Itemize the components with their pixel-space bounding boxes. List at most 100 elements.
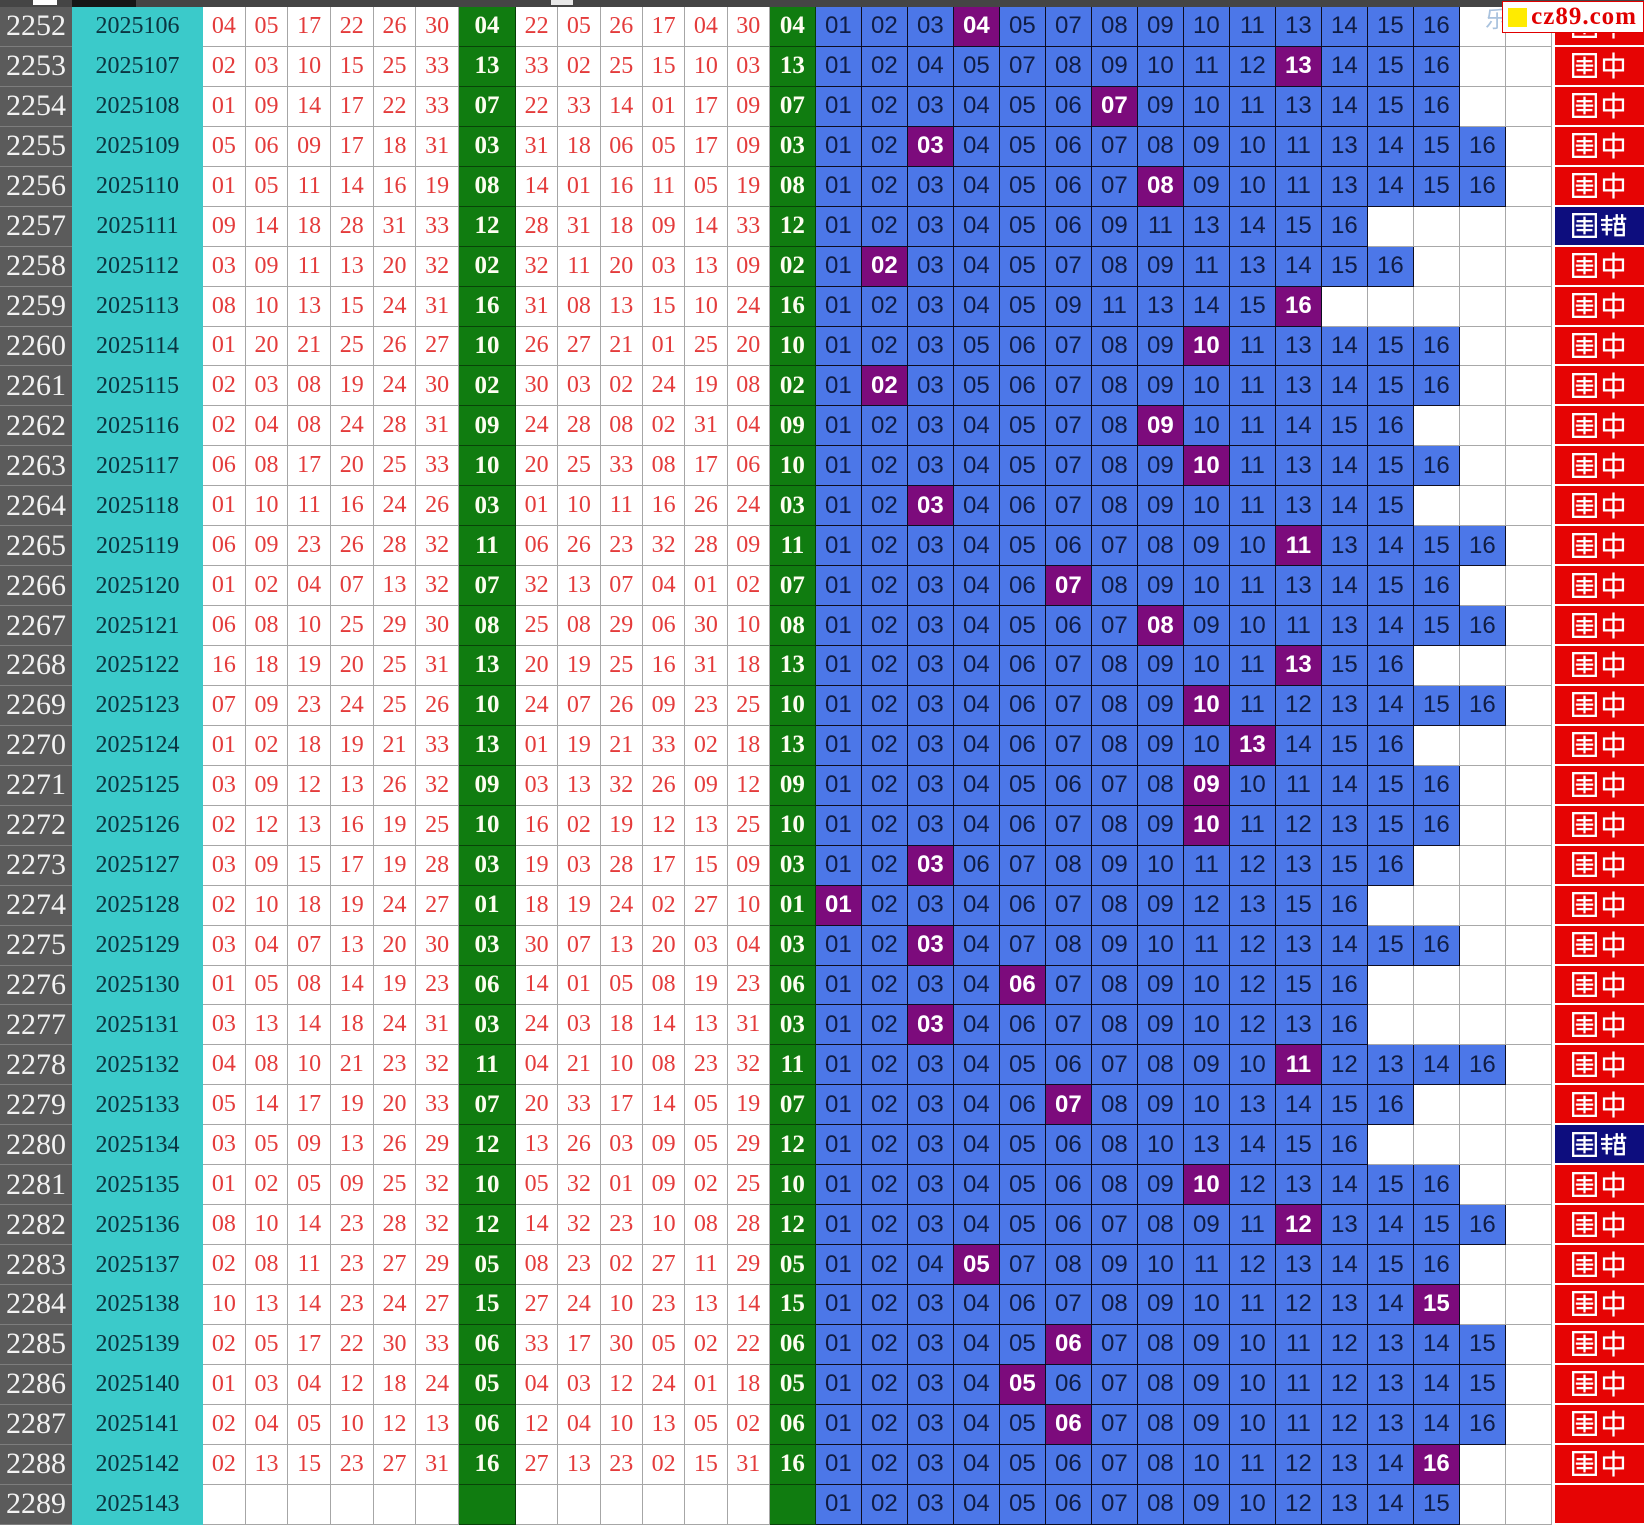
grid-empty-cell bbox=[1505, 725, 1552, 766]
red-ball-sorted: 29 bbox=[373, 606, 417, 646]
row-index: 2263 bbox=[0, 446, 72, 487]
grid-hit-cell: 03 bbox=[907, 925, 954, 966]
red-ball-drawn: 20 bbox=[600, 246, 643, 287]
grid-cell: 02 bbox=[861, 1484, 908, 1525]
grid-hit-cell: 09 bbox=[1137, 406, 1184, 447]
grid-empty-cell bbox=[1459, 765, 1506, 806]
grid-cell: 04 bbox=[953, 246, 1000, 287]
grid-cell: 15 bbox=[1413, 606, 1460, 646]
grid-cell: 11 bbox=[1229, 1205, 1276, 1246]
blue-ball: 13 bbox=[769, 46, 816, 87]
red-ball-drawn: 05 bbox=[558, 7, 601, 47]
grid-cell: 13 bbox=[1321, 126, 1368, 167]
grid-cell: 13 bbox=[1275, 925, 1322, 966]
grid-cell: 15 bbox=[1367, 366, 1414, 407]
grid-cell: 13 bbox=[1275, 446, 1322, 487]
red-ball-sorted: 30 bbox=[416, 606, 459, 646]
red-ball-sorted: 03 bbox=[203, 1125, 246, 1166]
red-ball-sorted: 13 bbox=[330, 246, 374, 287]
grid-hit-cell: 10 bbox=[1183, 446, 1230, 487]
result-cell bbox=[1551, 166, 1644, 207]
grid-cell: 03 bbox=[907, 805, 954, 846]
grid-empty-cell bbox=[1413, 406, 1460, 447]
red-ball-drawn: 02 bbox=[685, 725, 728, 766]
red-ball-drawn: 17 bbox=[642, 7, 686, 47]
red-ball-sorted: 23 bbox=[416, 965, 459, 1006]
grid-hit-cell: 03 bbox=[907, 845, 954, 886]
grid-cell: 11 bbox=[1229, 366, 1276, 407]
grid-empty-cell bbox=[1505, 526, 1552, 567]
grid-cell: 05 bbox=[999, 1125, 1046, 1166]
grid-cell: 07 bbox=[1045, 685, 1092, 726]
grid-cell: 12 bbox=[1229, 1245, 1276, 1285]
blue-ball-sorted: 13 bbox=[458, 725, 516, 766]
red-ball-sorted: 16 bbox=[330, 805, 374, 846]
grid-empty-cell bbox=[1505, 246, 1552, 287]
red-ball-sorted: 32 bbox=[416, 1205, 459, 1246]
red-ball-sorted: 18 bbox=[288, 725, 331, 766]
red-ball-sorted: 13 bbox=[330, 925, 374, 966]
grid-empty-cell bbox=[1459, 46, 1506, 87]
grid-cell: 15 bbox=[1275, 965, 1322, 1006]
grid-cell: 08 bbox=[1091, 965, 1138, 1006]
grid-cell: 15 bbox=[1367, 486, 1414, 527]
grid-cell: 15 bbox=[1413, 1205, 1460, 1246]
logo-box: cz89.com bbox=[1502, 1, 1644, 33]
grid-hit-cell: 15 bbox=[1413, 1285, 1460, 1325]
red-ball-drawn: 07 bbox=[600, 566, 643, 607]
grid-cell: 01 bbox=[815, 1005, 862, 1046]
site-logo[interactable]: 乐 cz89.com bbox=[1485, 1, 1644, 33]
red-ball-sorted: 23 bbox=[373, 1045, 417, 1086]
grid-cell: 15 bbox=[1459, 1324, 1506, 1365]
grid-cell: 02 bbox=[861, 406, 908, 447]
grid-empty-cell bbox=[1413, 1125, 1460, 1166]
grid-cell: 02 bbox=[861, 606, 908, 646]
red-ball-sorted: 17 bbox=[330, 845, 374, 886]
row-index: 2257 bbox=[0, 206, 72, 247]
grid-cell: 02 bbox=[861, 7, 908, 47]
grid-empty-cell bbox=[1459, 845, 1506, 886]
blue-ball-sorted: 02 bbox=[458, 246, 516, 287]
red-ball-sorted: 12 bbox=[373, 1404, 417, 1445]
red-ball-drawn: 17 bbox=[558, 1324, 601, 1365]
row-index: 2262 bbox=[0, 406, 72, 447]
red-ball-sorted: 26 bbox=[373, 1125, 417, 1166]
grid-cell: 13 bbox=[1321, 1444, 1368, 1485]
red-ball-drawn: 12 bbox=[600, 1364, 643, 1405]
red-ball-drawn: 03 bbox=[727, 46, 770, 87]
grid-hit-cell: 10 bbox=[1183, 805, 1230, 846]
grid-cell: 09 bbox=[1183, 1364, 1230, 1405]
grid-cell: 09 bbox=[1137, 246, 1184, 287]
grid-empty-cell bbox=[1367, 206, 1414, 247]
grid-cell: 05 bbox=[999, 246, 1046, 287]
grid-cell: 03 bbox=[907, 446, 954, 487]
grid-cell: 07 bbox=[1045, 646, 1092, 686]
grid-cell: 15 bbox=[1367, 566, 1414, 607]
grid-cell: 07 bbox=[1045, 885, 1092, 926]
grid-cell: 04 bbox=[953, 486, 1000, 527]
row-index: 2264 bbox=[0, 486, 72, 527]
red-ball-drawn: 33 bbox=[515, 46, 559, 87]
grid-empty-cell bbox=[1459, 446, 1506, 487]
grid-cell: 03 bbox=[907, 1085, 954, 1126]
grid-empty-cell bbox=[1459, 646, 1506, 686]
grid-cell: 03 bbox=[907, 606, 954, 646]
grid-cell: 09 bbox=[1137, 885, 1184, 926]
grid-cell: 04 bbox=[953, 925, 1000, 966]
grid-cell: 13 bbox=[1367, 1404, 1414, 1445]
table-row: 2270 2025124 01 02 18 19 21 33 13 01 19 21 33 02 18 13 0… bbox=[0, 725, 1644, 766]
grid-cell: 16 bbox=[1321, 885, 1368, 926]
red-ball-sorted: 04 bbox=[245, 1404, 289, 1445]
table-row: 2280 2025134 03 05 09 13 26 29 12 13 26 03 09 05 29 12 0… bbox=[0, 1125, 1644, 1166]
red-ball-sorted: 13 bbox=[245, 1285, 289, 1325]
result-cell bbox=[1551, 326, 1644, 367]
grid-cell: 02 bbox=[861, 486, 908, 527]
grid-cell: 05 bbox=[999, 1045, 1046, 1086]
grid-hit-cell: 13 bbox=[1275, 46, 1322, 87]
grid-cell: 06 bbox=[1045, 1165, 1092, 1206]
red-ball-drawn: 21 bbox=[558, 1045, 601, 1086]
red-ball-sorted: 19 bbox=[373, 845, 417, 886]
grid-empty-cell bbox=[1505, 1165, 1552, 1206]
grid-empty-cell bbox=[1367, 286, 1414, 327]
grid-cell: 07 bbox=[1091, 526, 1138, 567]
